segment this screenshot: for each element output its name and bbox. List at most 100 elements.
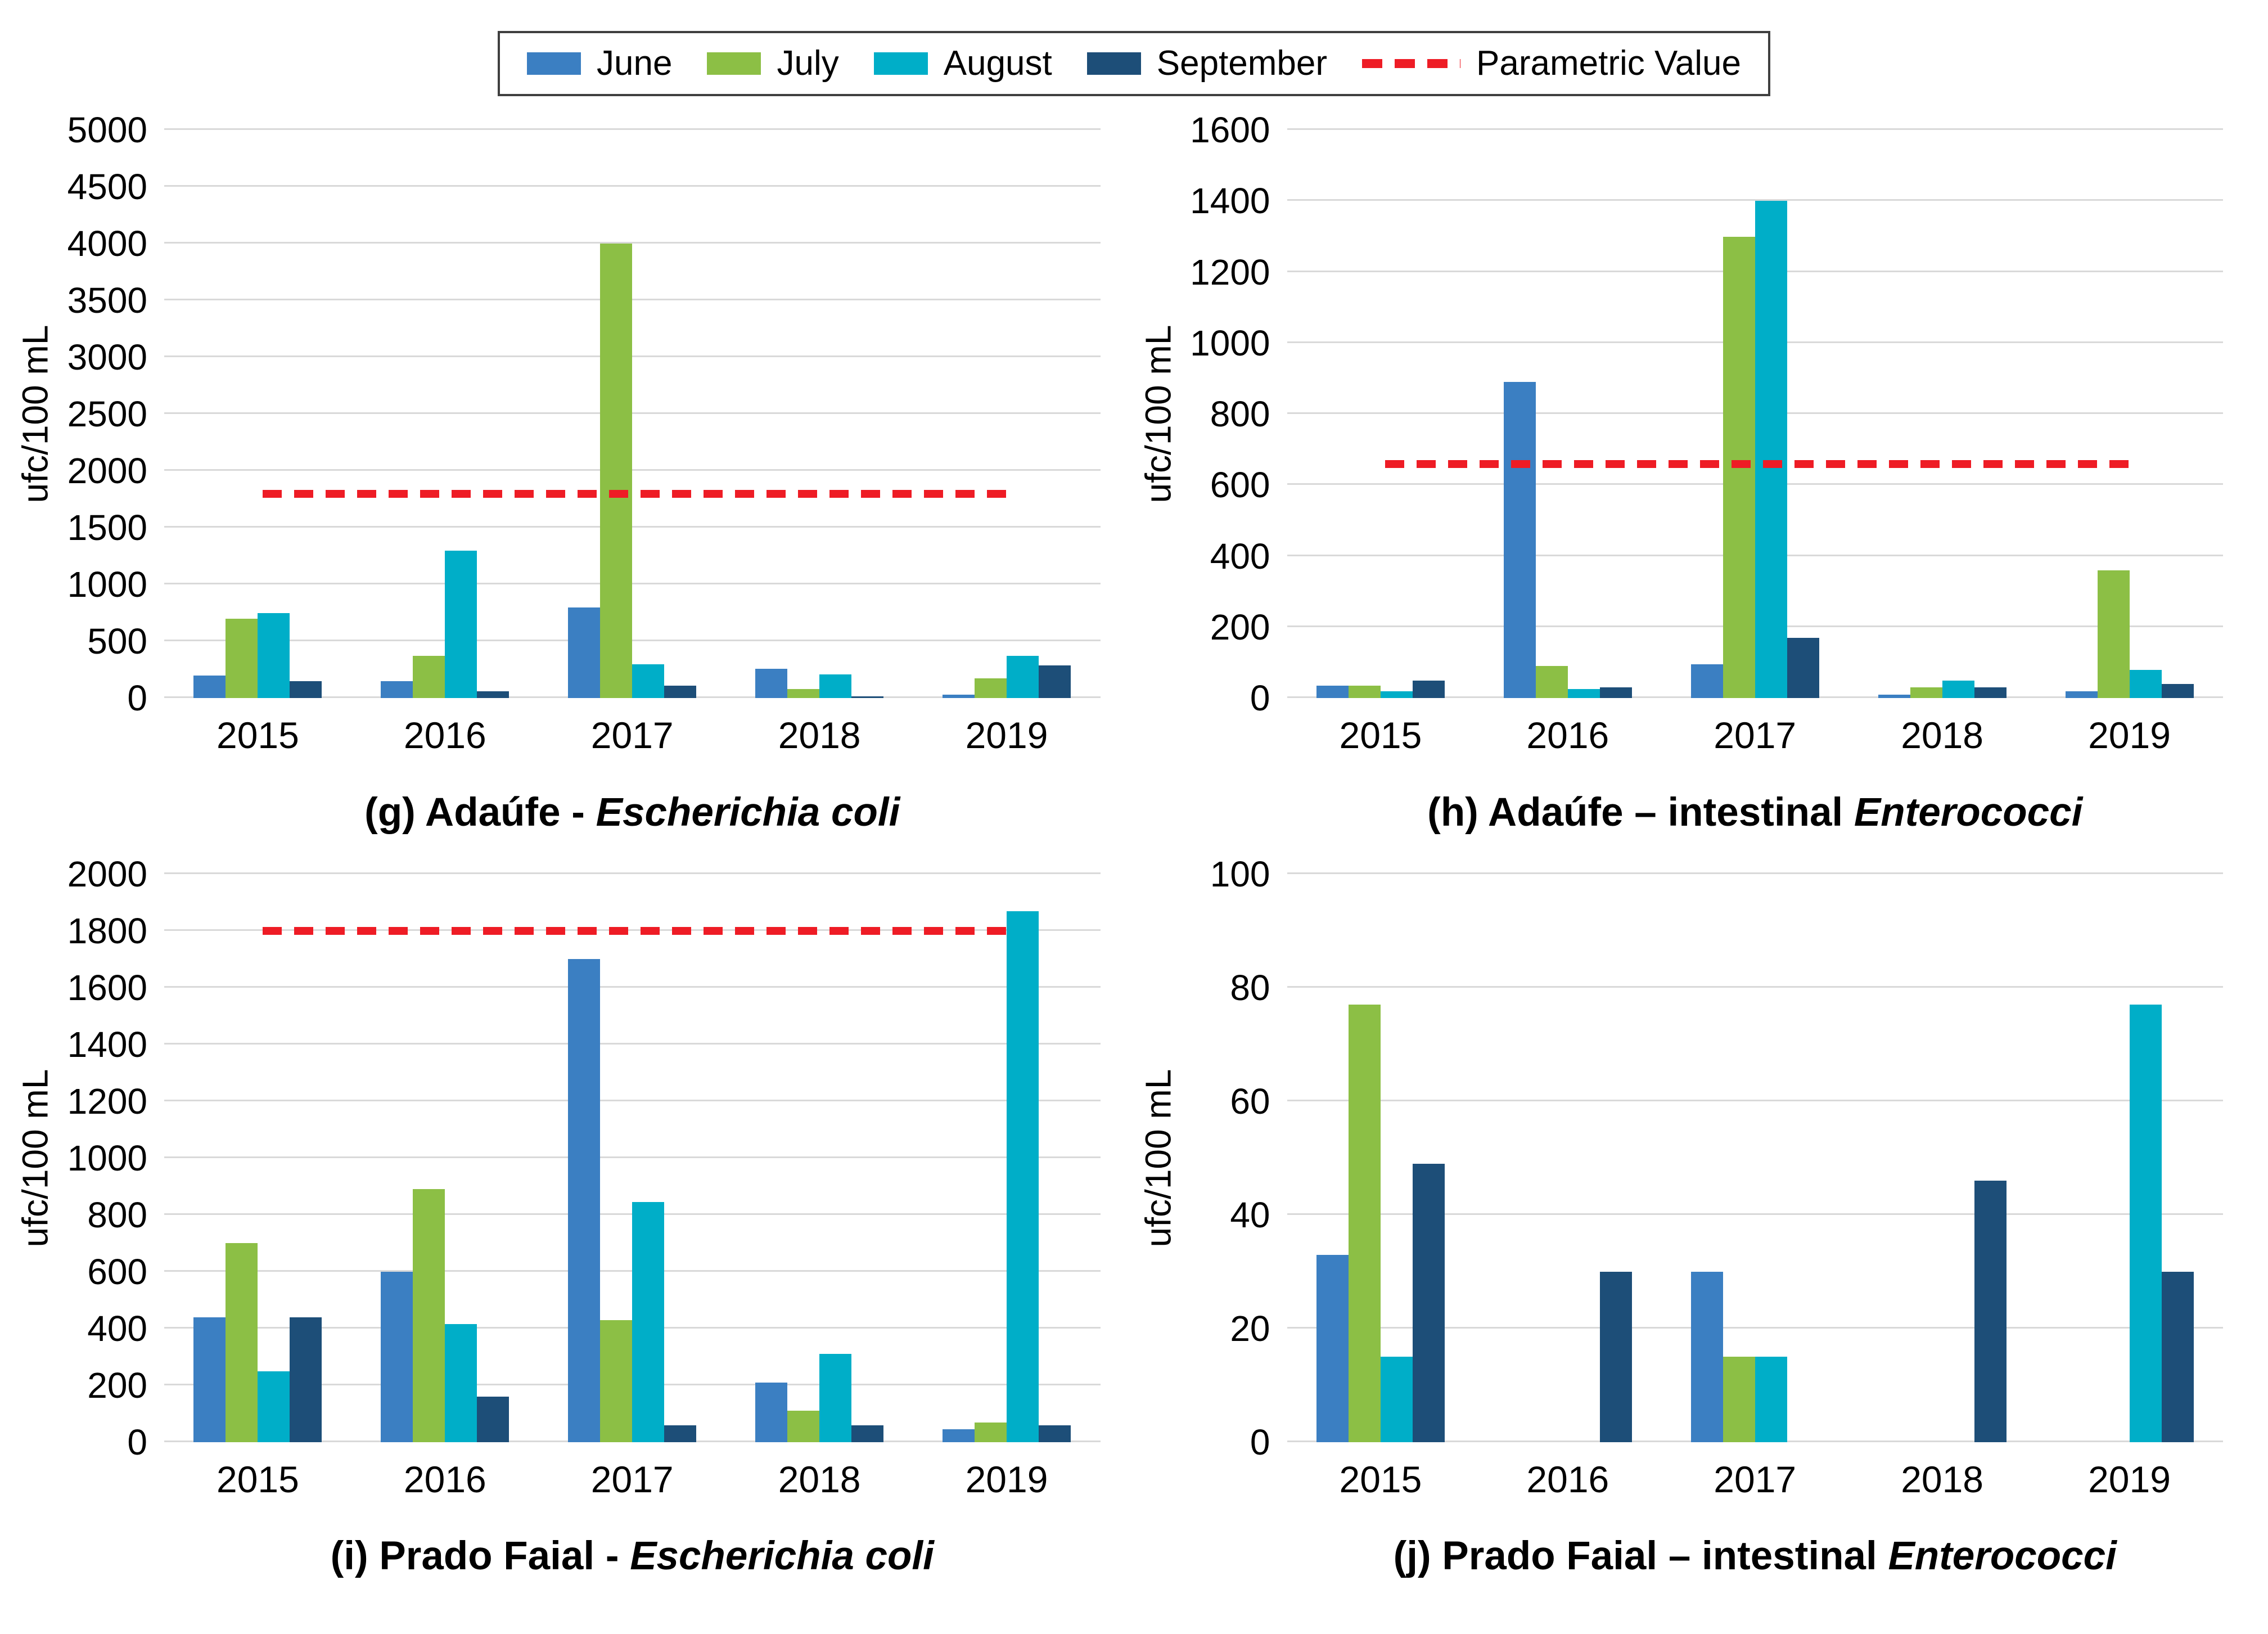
bar-september-2015 [290,1317,322,1442]
caption-text: (g) Adaúfe - [364,790,596,835]
gridline [164,128,1101,130]
bar-september-2017 [664,1425,697,1442]
x-tick-label: 2016 [403,714,486,757]
gridline [1287,1213,2223,1215]
x-axis-labels: 2015 2016 2017 2018 2019 [164,1459,1101,1500]
y-tick-label: 4500 [67,166,147,208]
x-tick-label: 2018 [778,714,861,757]
bar-september-2019 [1039,665,1071,699]
bar-august-2018 [1942,680,1974,699]
y-axis-label: ufc/100 mL [15,325,56,503]
bar-group-2015 [1316,130,1445,699]
bar-group-2017 [1690,874,1819,1442]
plot-area [1287,128,2223,699]
x-axis-labels: 2015 2016 2017 2018 2019 [164,715,1101,756]
gridline [1287,985,2223,988]
bar-group-2017 [568,874,697,1442]
bar-july-2016 [413,1189,445,1442]
y-tick-label: 0 [1250,678,1270,719]
bar-august-2017 [1755,1357,1787,1442]
bar-group-2018 [1878,874,2007,1442]
bar-groups [1287,874,2224,1442]
gridline [164,469,1101,471]
bar-september-2019 [2161,1271,2194,1442]
gridline [164,1156,1101,1158]
gridline [1287,872,2223,874]
bar-group-2015 [193,874,322,1442]
bar-june-2016 [381,1271,413,1442]
x-tick-label: 2017 [590,714,674,757]
bar-july-2018 [1910,687,1942,699]
caption-species: Escherichia coli [630,1534,934,1579]
bar-group-2019 [2066,874,2194,1442]
x-tick-label: 2016 [403,1458,486,1500]
y-tick-label: 1200 [1190,251,1270,292]
y-tick-label: 5000 [67,110,147,151]
bar-september-2017 [1787,637,1819,699]
bar-september-2015 [1412,680,1445,699]
y-tick-label: 2000 [67,451,147,492]
y-tick-label: 4000 [67,223,147,264]
bar-august-2015 [258,613,290,699]
bar-group-2019 [943,130,1071,699]
x-tick-label: 2019 [2088,1458,2171,1500]
bar-group-2018 [755,130,884,699]
bar-august-2019 [2129,1005,2162,1442]
legend-label-june: June [597,44,673,83]
x-tick-label: 2015 [1339,714,1422,757]
bar-group-2016 [381,130,509,699]
chart-caption: (g) Adaúfe - Escherichia coli [164,790,1101,835]
y-axis-label: ufc/100 mL [15,1069,56,1248]
parametric-dash-icon [1362,59,1461,69]
parametric-value-line [262,926,1016,935]
bar-august-2017 [632,664,665,699]
y-tick-label: 2000 [67,853,147,894]
gridline [1287,1326,2223,1329]
legend-label-july: July [777,44,839,83]
x-tick-label: 2018 [1901,1458,1984,1500]
bar-september-2015 [290,681,322,699]
bar-august-2015 [1380,1357,1413,1442]
bar-groups [164,874,1101,1442]
y-tick-label: 1000 [67,1137,147,1178]
bar-june-2015 [1316,1254,1349,1442]
bar-september-2018 [851,696,884,699]
bar-group-2016 [1504,874,1632,1442]
bar-july-2015 [1348,1005,1381,1442]
bar-september-2016 [477,691,509,699]
bar-group-2017 [568,130,697,699]
bar-july-2015 [226,618,258,699]
y-tick-label: 1400 [67,1024,147,1065]
june-swatch-icon [527,52,581,75]
y-tick-label: 3000 [67,337,147,378]
x-tick-label: 2018 [1901,714,1984,757]
y-tick-label: 500 [87,621,147,662]
y-tick-label: 200 [87,1365,147,1406]
chart-caption: (h) Adaúfe – intestinal Enterococci [1287,790,2224,835]
y-axis-ticks: 5000 4500 4000 3500 3000 2500 2000 1500 1000 500 0 [62,112,164,716]
bar-july-2016 [413,656,445,699]
bar-july-2018 [787,689,820,699]
caption-text: (h) Adaúfe – intestinal [1427,790,1854,835]
caption-species: Escherichia coli [596,790,900,835]
y-tick-label: 40 [1230,1194,1270,1235]
gridline [164,412,1101,415]
bar-group-2018 [755,874,884,1442]
bar-august-2017 [632,1202,665,1442]
bar-august-2019 [1007,656,1039,699]
gridline [164,299,1101,301]
bar-june-2019 [943,1429,975,1442]
chart-caption: (j) Prado Faial – intestinal Enterococci [1287,1534,2224,1578]
bar-june-2018 [755,668,788,699]
caption-text: (j) Prado Faial – intestinal [1393,1534,1888,1579]
bar-june-2018 [755,1382,788,1442]
bar-august-2019 [1007,911,1039,1442]
bar-july-2016 [1535,666,1568,699]
bar-september-2016 [1599,687,1632,699]
september-swatch-icon [1086,52,1141,75]
y-axis-ticks: 2000 1800 1600 1400 1200 1000 800 600 400 200 0 [62,856,164,1460]
y-tick-label: 0 [127,678,147,719]
gridline [164,583,1101,585]
chart-panel-g: ufc/100 mL 5000 4500 4000 3500 3000 2500 2000 1… [8,112,1131,835]
bar-group-2019 [2065,130,2194,699]
